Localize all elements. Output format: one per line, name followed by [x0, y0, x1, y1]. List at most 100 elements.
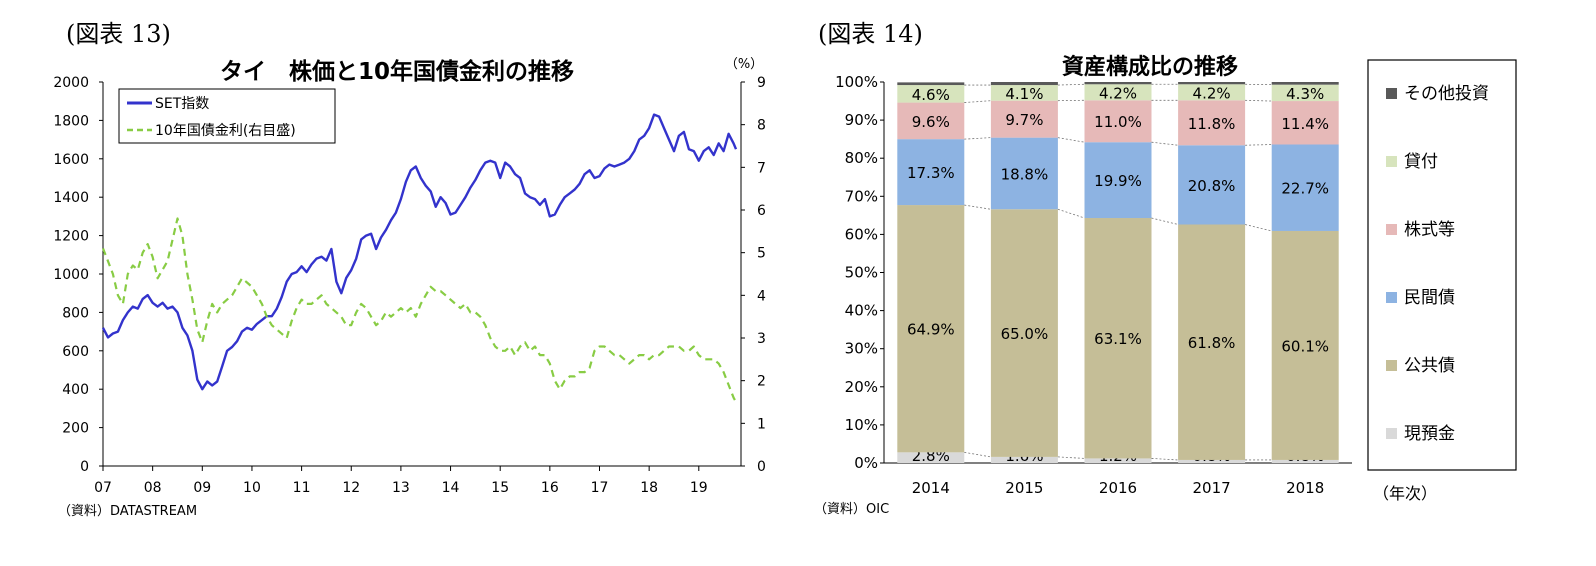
bar-y-tick-label: 50% — [845, 264, 878, 282]
bar-segment — [990, 209, 1058, 457]
right-y-tick-label: 4 — [757, 288, 766, 304]
bar-data-label: 4.2% — [1099, 84, 1137, 102]
bar-segment — [1178, 145, 1246, 225]
series-connector — [1151, 141, 1179, 146]
x-tick-label: 16 — [541, 480, 559, 496]
right-y-tick-label: 6 — [757, 203, 766, 219]
bar-segment — [1084, 142, 1152, 219]
left-y-tick-label: 1800 — [53, 113, 89, 129]
left-y-tick-label: 400 — [62, 382, 89, 398]
line-chart: （%） 020040060080010001200140016001800200… — [53, 57, 766, 496]
bar-data-label: 4.2% — [1193, 84, 1231, 102]
bar-segment — [1271, 459, 1339, 463]
bar-data-label: 11.8% — [1188, 115, 1236, 133]
bar-segment — [1084, 84, 1152, 101]
x-tick-label: 09 — [193, 480, 211, 496]
x-tick-label: 11 — [293, 480, 311, 496]
bar-segment — [1178, 84, 1246, 101]
x-tick-label: 08 — [144, 480, 162, 496]
series-connector — [1151, 217, 1179, 225]
series-line-set-index — [101, 113, 738, 391]
bar-segment — [990, 100, 1058, 138]
legend-swatch — [1386, 360, 1397, 371]
right-panel: (図表 14) 2.8%64.9%17.3%9.6%4.6%1.6%65.0%1… — [790, 0, 1596, 566]
legend-label: 貸付 — [1404, 152, 1438, 172]
bar-segment — [990, 456, 1058, 463]
bar-data-label: 60.1% — [1281, 337, 1329, 355]
series-connector — [964, 204, 991, 210]
bar-segment — [1271, 101, 1339, 145]
bar-data-label: 20.8% — [1188, 177, 1236, 195]
bar-y-tick-label: 20% — [845, 378, 878, 396]
legend-swatch — [1386, 88, 1397, 99]
bar-data-label: 64.9% — [907, 321, 955, 339]
left-y-tick-label: 1200 — [53, 229, 89, 245]
legend-label: 株式等 — [1404, 220, 1455, 240]
bar-data-label: 11.4% — [1281, 115, 1329, 133]
x-tick-label: 17 — [591, 480, 609, 496]
series-connector — [964, 137, 991, 140]
bar-segment — [897, 452, 965, 463]
left-panel: (図表 13) タイ 株価と10年国債金利の推移 （%） 0 200 400 600 8… — [0, 0, 790, 566]
series-line-bond-yield — [101, 217, 737, 403]
figure-label-14: (図表 14) — [818, 20, 923, 48]
series-connector — [1057, 83, 1085, 86]
x-tick-label: 13 — [392, 480, 410, 496]
bar-segment — [897, 82, 965, 86]
right-y-tick-label: 5 — [757, 246, 766, 262]
bar-segment — [990, 137, 1058, 210]
x-tick-label: 18 — [640, 480, 658, 496]
right-y-tick-label: 8 — [757, 118, 766, 134]
bar-segment — [1178, 82, 1246, 85]
series-connector — [1057, 456, 1085, 459]
series-connector — [1057, 208, 1085, 219]
series-connector — [964, 100, 991, 103]
bar-segment — [1178, 100, 1246, 146]
bar-data-label: 22.7% — [1281, 180, 1329, 198]
bar-segment — [1084, 458, 1152, 463]
bar-data-label: 19.9% — [1094, 172, 1142, 190]
left-y-tick-label: 800 — [62, 305, 89, 321]
bar-data-label: 4.1% — [1005, 85, 1043, 103]
right-y-tick-label: 9 — [757, 75, 766, 91]
bar-segment — [1084, 100, 1152, 143]
bar-data-label: 17.3% — [907, 164, 955, 182]
bar-x-tick-label: 2018 — [1286, 479, 1324, 497]
bar-segment — [897, 85, 965, 103]
bar-data-label: 9.6% — [912, 113, 950, 131]
right-y-tick-label: 1 — [757, 416, 766, 432]
bar-x-tick-label: 2017 — [1193, 479, 1231, 497]
bar-segment — [1178, 224, 1246, 460]
bar-data-label: 9.7% — [1005, 111, 1043, 129]
x-tick-label: 07 — [94, 480, 112, 496]
bar-y-tick-label: 40% — [845, 302, 878, 320]
bar-y-tick-label: 70% — [845, 187, 878, 205]
x-tick-label: 19 — [690, 480, 708, 496]
bar-data-label: 4.6% — [912, 86, 950, 104]
legend-left: SET指数 10年国債金利(右目盛) — [118, 88, 336, 144]
x-tick-label: 10 — [243, 480, 261, 496]
stacked-bar-chart: 2.8%64.9%17.3%9.6%4.6%1.6%65.0%18.8%9.7%… — [835, 54, 1517, 503]
bar-segment — [1271, 82, 1339, 85]
x-tick-label: 12 — [342, 480, 360, 496]
bar-segment — [1084, 82, 1152, 85]
right-y-tick-label: 7 — [757, 160, 766, 176]
bar-data-label: 65.0% — [1001, 325, 1049, 343]
bar-segment — [1271, 144, 1339, 231]
bar-segment — [1271, 230, 1339, 460]
bar-segment — [897, 102, 965, 140]
bar-segment — [1178, 459, 1246, 463]
chart-title-right: 資産構成比の推移 — [1062, 54, 1238, 80]
x-axis-unit: （年次） — [1373, 484, 1437, 503]
right-axis-unit: （%） — [725, 57, 763, 72]
legend-label-set: SET指数 — [155, 96, 209, 112]
left-y-tick-label: 0 — [80, 459, 89, 475]
figure-label-13: (図表 13) — [66, 20, 171, 48]
bar-y-tick-label: 100% — [835, 73, 878, 91]
bar-segment — [897, 139, 965, 206]
right-y-tick-label: 0 — [757, 459, 766, 475]
bar-data-label: 4.3% — [1286, 85, 1324, 103]
series-connector — [1245, 99, 1272, 102]
bar-data-label: 61.8% — [1188, 334, 1236, 352]
x-tick-label: 14 — [442, 480, 460, 496]
